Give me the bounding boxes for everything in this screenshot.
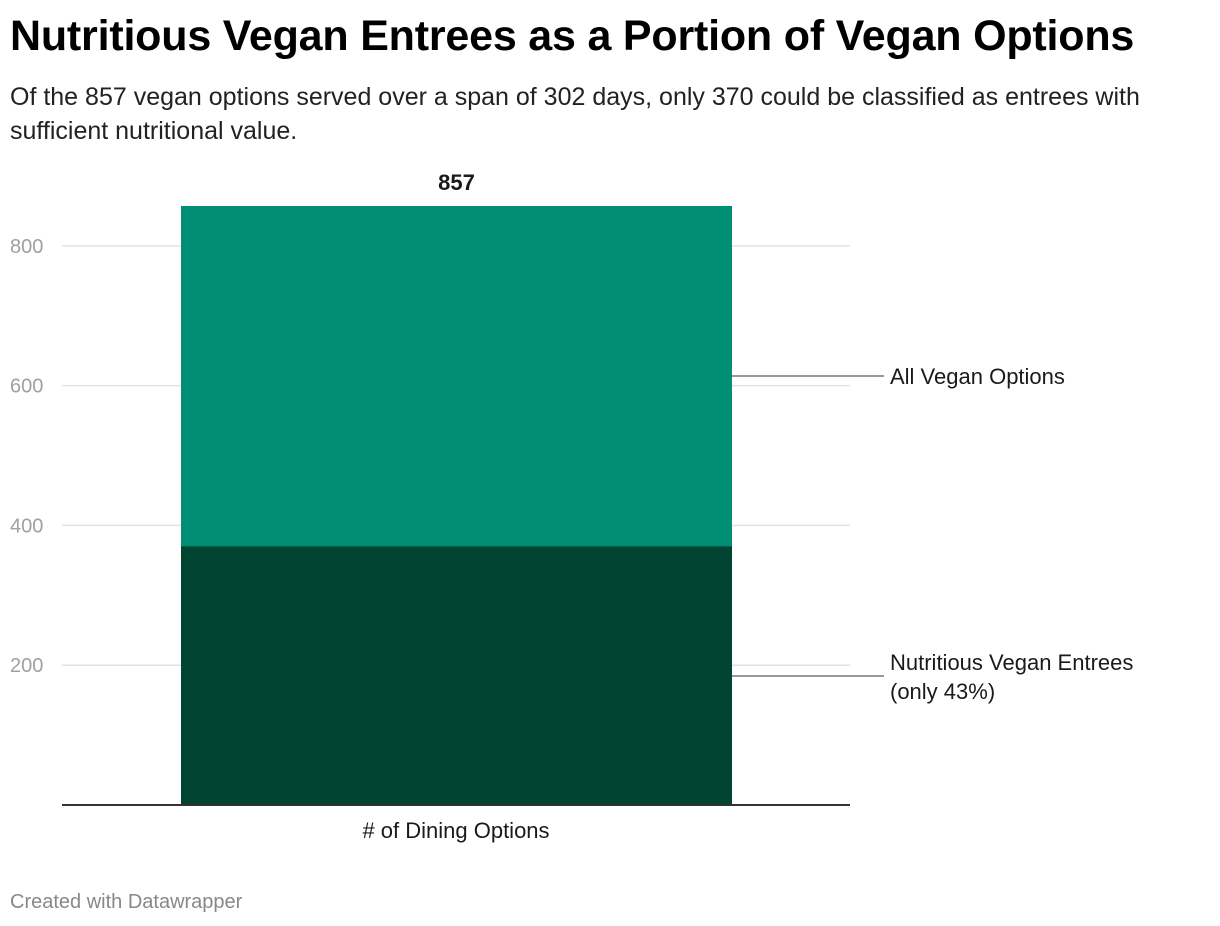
chart-subtitle: Of the 857 vegan options served over a s… (10, 83, 1140, 145)
bar-nutritious-vegan-entrees-only-43 (181, 546, 732, 805)
bar-chart: 200 400 600 800 857 # of Dining Options All Ve… (10, 170, 1133, 843)
series-label-all-vegan-options: All Vegan Options (890, 364, 1065, 389)
x-category-label: # of Dining Options (362, 818, 549, 843)
datawrapper-credit[interactable]: Created with Datawrapper (10, 891, 243, 913)
y-tick-label: 200 (10, 655, 43, 677)
y-tick-label: 400 (10, 515, 43, 537)
y-tick-label: 600 (10, 376, 43, 398)
series-label-nutritious-vegan-entrees-only-43: Nutritious Vegan Entrees (only 43%) (890, 650, 1133, 704)
chart-title: Nutritious Vegan Entrees as a Portion of… (10, 12, 1135, 60)
bar-total-label: 857 (438, 170, 475, 195)
y-tick-label: 800 (10, 236, 43, 258)
